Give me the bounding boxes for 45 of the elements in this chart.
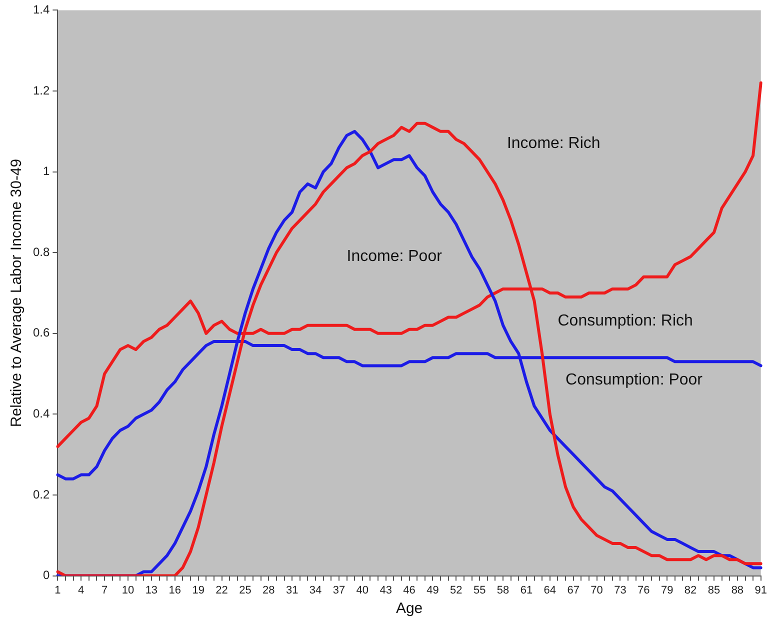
x-tick-label: 46: [403, 584, 416, 596]
y-tick-label: 0.6: [32, 326, 50, 340]
series-label: Income: Poor: [346, 248, 443, 266]
x-tick-label: 13: [145, 584, 158, 596]
x-tick-label: 37: [332, 584, 346, 596]
x-tick-label: 4: [78, 584, 84, 596]
x-tick-label: 10: [122, 584, 134, 596]
x-tick-label: 31: [286, 584, 298, 596]
y-tick-label: 1.2: [32, 83, 50, 98]
x-tick-label: 1: [54, 584, 61, 596]
x-tick-label: 73: [614, 584, 626, 596]
x-tick-label: 79: [660, 584, 674, 596]
y-tick-label: 0.2: [32, 487, 50, 502]
x-tick-label: 19: [192, 584, 204, 596]
x-tick-label: 43: [380, 584, 392, 596]
x-tick-label: 70: [590, 584, 603, 596]
x-tick-label: 58: [496, 584, 510, 596]
x-tick-label: 61: [520, 584, 533, 596]
x-tick-label: 88: [731, 584, 744, 596]
x-tick-label: 55: [473, 584, 486, 596]
y-tick-label: 1.4: [32, 2, 50, 17]
x-tick-label: 40: [356, 584, 369, 596]
y-tick-label: 0.8: [32, 244, 50, 259]
x-tick-label: 7: [102, 584, 108, 596]
y-axis-title: Relative to Average Labor Income 30-49: [8, 158, 26, 428]
series-label: Consumption: Rich: [558, 312, 693, 330]
x-tick-label: 34: [309, 584, 322, 596]
x-tick-label: 82: [684, 584, 697, 596]
x-axis-title: Age: [396, 600, 423, 618]
x-tick-label: 25: [239, 584, 252, 596]
x-tick-label: 52: [450, 584, 462, 596]
series-label: Income: Rich: [506, 134, 600, 152]
x-tick-label: 76: [638, 584, 650, 596]
series-label: Consumption: Poor: [566, 371, 704, 388]
x-tick-label: 16: [168, 584, 182, 596]
y-tick-label: 0.4: [32, 406, 50, 421]
x-tick-label: 22: [216, 584, 228, 596]
y-tick-label: 1: [42, 164, 50, 178]
x-tick-label: 49: [426, 584, 439, 596]
x-tick-label: 67: [567, 584, 580, 596]
x-tick-label: 91: [754, 584, 768, 596]
x-tick-label: 28: [262, 584, 275, 596]
y-tick-label: 0: [42, 568, 50, 582]
x-tick-label: 85: [708, 584, 720, 596]
x-tick-label: 64: [544, 584, 556, 596]
